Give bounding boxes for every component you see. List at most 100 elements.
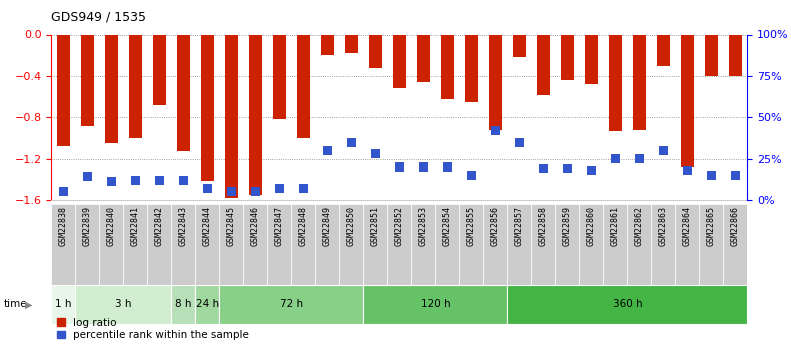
Bar [180, 176, 187, 185]
Bar [345, 34, 358, 53]
Text: GSM22858: GSM22858 [539, 206, 548, 246]
Bar [460, 204, 483, 285]
Bar [561, 34, 574, 80]
Bar [585, 34, 598, 84]
Bar [316, 204, 339, 285]
Bar [363, 285, 508, 324]
Bar [57, 34, 70, 146]
Bar [219, 285, 363, 324]
Bar [388, 204, 411, 285]
Bar [299, 184, 308, 193]
Text: GSM22843: GSM22843 [179, 206, 188, 246]
Bar [491, 126, 500, 135]
Bar [244, 204, 267, 285]
Bar [297, 34, 310, 138]
Bar [467, 171, 475, 180]
Text: GSM22856: GSM22856 [491, 206, 500, 246]
Bar [324, 146, 331, 155]
Bar [51, 204, 75, 285]
Bar [729, 34, 742, 76]
Bar [267, 204, 291, 285]
Bar [683, 166, 691, 175]
Bar [635, 154, 644, 163]
Bar [417, 34, 430, 82]
Bar [371, 149, 380, 158]
Bar [515, 138, 524, 147]
Text: GSM22847: GSM22847 [275, 206, 284, 246]
Bar [699, 204, 724, 285]
Bar [252, 187, 259, 196]
Text: GSM22838: GSM22838 [59, 206, 68, 246]
Bar [363, 204, 388, 285]
Bar [155, 176, 164, 185]
Text: GSM22846: GSM22846 [251, 206, 260, 246]
Bar [611, 154, 619, 163]
Bar [483, 204, 508, 285]
Bar [105, 34, 118, 143]
Bar [275, 184, 284, 193]
Text: GSM22862: GSM22862 [635, 206, 644, 246]
Bar [396, 162, 403, 171]
Bar [441, 34, 454, 99]
Bar [419, 162, 428, 171]
Bar [273, 34, 286, 119]
Bar [75, 285, 172, 324]
Bar [347, 138, 356, 147]
Text: GSM22866: GSM22866 [731, 206, 740, 246]
Bar [339, 204, 363, 285]
Bar [195, 204, 219, 285]
Text: GSM22861: GSM22861 [611, 206, 620, 246]
Bar [129, 34, 142, 138]
Text: GSM22844: GSM22844 [203, 206, 212, 246]
Bar [201, 34, 214, 181]
Bar [508, 204, 532, 285]
Bar [659, 146, 668, 155]
Text: 8 h: 8 h [175, 299, 191, 309]
Text: 360 h: 360 h [613, 299, 642, 309]
Bar [147, 204, 172, 285]
Bar [177, 34, 190, 151]
Text: GSM22855: GSM22855 [467, 206, 476, 246]
Text: GSM22841: GSM22841 [131, 206, 140, 246]
Bar [532, 204, 555, 285]
Bar [393, 34, 406, 88]
Bar [604, 204, 627, 285]
Bar [123, 204, 147, 285]
Bar [587, 166, 596, 175]
Bar [652, 204, 676, 285]
Bar [411, 204, 436, 285]
Bar [59, 187, 67, 196]
Bar [75, 204, 100, 285]
Bar [291, 204, 316, 285]
Text: GSM22851: GSM22851 [371, 206, 380, 246]
Text: GSM22860: GSM22860 [587, 206, 596, 246]
Bar [172, 285, 195, 324]
Text: GSM22845: GSM22845 [227, 206, 236, 246]
Bar [249, 34, 262, 195]
Bar [609, 34, 622, 131]
Bar [580, 204, 604, 285]
Text: GSM22842: GSM22842 [155, 206, 164, 246]
Text: GSM22839: GSM22839 [83, 206, 92, 246]
Bar [108, 177, 115, 186]
Text: 24 h: 24 h [196, 299, 219, 309]
Bar [724, 204, 747, 285]
Bar [537, 34, 550, 95]
Bar [225, 34, 238, 198]
Bar [369, 34, 382, 68]
Text: GSM22864: GSM22864 [683, 206, 692, 246]
Text: GSM22854: GSM22854 [443, 206, 452, 246]
Bar [436, 204, 460, 285]
Text: ▶: ▶ [25, 299, 32, 309]
Bar [681, 34, 694, 167]
Bar [131, 176, 140, 185]
Text: 120 h: 120 h [421, 299, 450, 309]
Text: GSM22850: GSM22850 [347, 206, 356, 246]
Text: GSM22849: GSM22849 [323, 206, 332, 246]
Text: time: time [4, 299, 28, 309]
Bar [489, 34, 502, 130]
Bar [195, 285, 219, 324]
Text: 3 h: 3 h [115, 299, 131, 309]
Bar [707, 171, 716, 180]
Bar [539, 164, 547, 173]
